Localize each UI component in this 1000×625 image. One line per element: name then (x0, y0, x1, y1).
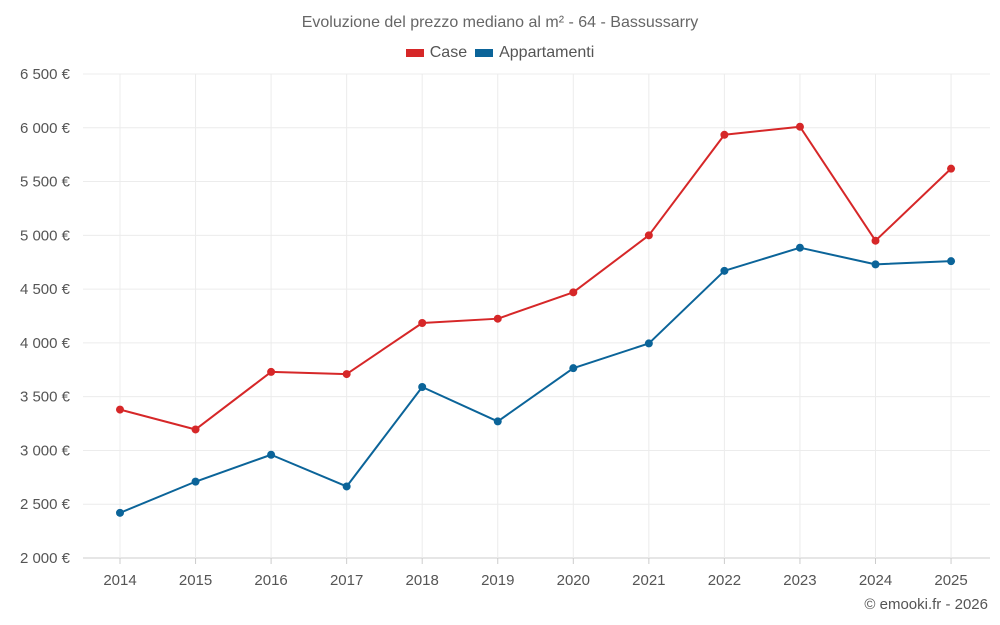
x-tick-label: 2017 (330, 572, 363, 589)
data-point-appartamenti (569, 364, 578, 373)
data-point-appartamenti (795, 243, 804, 252)
y-tick-label: 5 000 € (20, 227, 71, 244)
chart-title: Evoluzione del prezzo mediano al m² - 64… (301, 14, 699, 31)
series-line-appartamenti (119, 246, 952, 514)
y-tick-label: 5 500 € (20, 174, 71, 191)
y-tick-label: 2 500 € (20, 496, 71, 513)
x-tick-label: 2019 (481, 572, 514, 589)
legend: Case Appartamenti (0, 44, 1000, 62)
data-point-case (947, 164, 956, 173)
y-tick-label: 4 500 € (20, 281, 71, 298)
data-point-appartamenti (871, 260, 880, 269)
series-line-case (119, 125, 952, 431)
data-point-case (493, 314, 502, 323)
data-point-case (569, 288, 578, 297)
data-point-case (871, 236, 880, 245)
data-point-case (116, 405, 124, 414)
data-point-appartamenti (644, 339, 653, 348)
credit-text: © emooki.fr - 2026 (864, 596, 988, 613)
data-point-case (644, 231, 653, 240)
data-point-appartamenti (267, 450, 276, 459)
y-tick-label: 3 000 € (20, 442, 71, 459)
data-point-appartamenti (418, 382, 427, 391)
x-tick-label: 2014 (103, 572, 136, 589)
data-point-case (342, 370, 351, 379)
x-tick-label: 2016 (254, 572, 287, 589)
x-tick-label: 2021 (632, 572, 665, 589)
x-tick-label: 2023 (783, 572, 816, 589)
x-tick-label: 2025 (934, 572, 967, 589)
data-point-appartamenti (116, 508, 124, 517)
data-point-appartamenti (191, 477, 200, 486)
y-tick-label: 2 000 € (20, 550, 71, 567)
data-point-appartamenti (720, 266, 729, 275)
legend-label-case: Case (429, 44, 468, 61)
y-tick-label: 6 000 € (20, 120, 71, 137)
legend-label-appartamenti: Appartamenti (499, 44, 595, 61)
x-tick-label: 2015 (179, 572, 212, 589)
data-point-case (418, 318, 427, 327)
legend-item-case[interactable]: Case (405, 44, 468, 62)
x-tick-label: 2020 (557, 572, 590, 589)
data-point-appartamenti (342, 482, 351, 491)
legend-swatch-case (405, 49, 424, 57)
legend-item-appartamenti[interactable]: Appartamenti (475, 44, 594, 62)
y-tick-label: 3 500 € (20, 389, 71, 406)
y-tick-label: 4 000 € (20, 335, 71, 352)
data-point-case (795, 122, 804, 131)
data-point-appartamenti (493, 417, 502, 426)
x-tick-label: 2024 (859, 572, 892, 589)
x-tick-label: 2022 (708, 572, 741, 589)
data-point-case (267, 367, 276, 376)
x-tick-label: 2018 (406, 572, 439, 589)
data-point-appartamenti (947, 257, 956, 266)
data-point-case (191, 425, 200, 434)
y-tick-label: 6 500 € (20, 66, 71, 83)
data-point-case (720, 130, 729, 139)
legend-swatch-appartamenti (475, 49, 494, 57)
